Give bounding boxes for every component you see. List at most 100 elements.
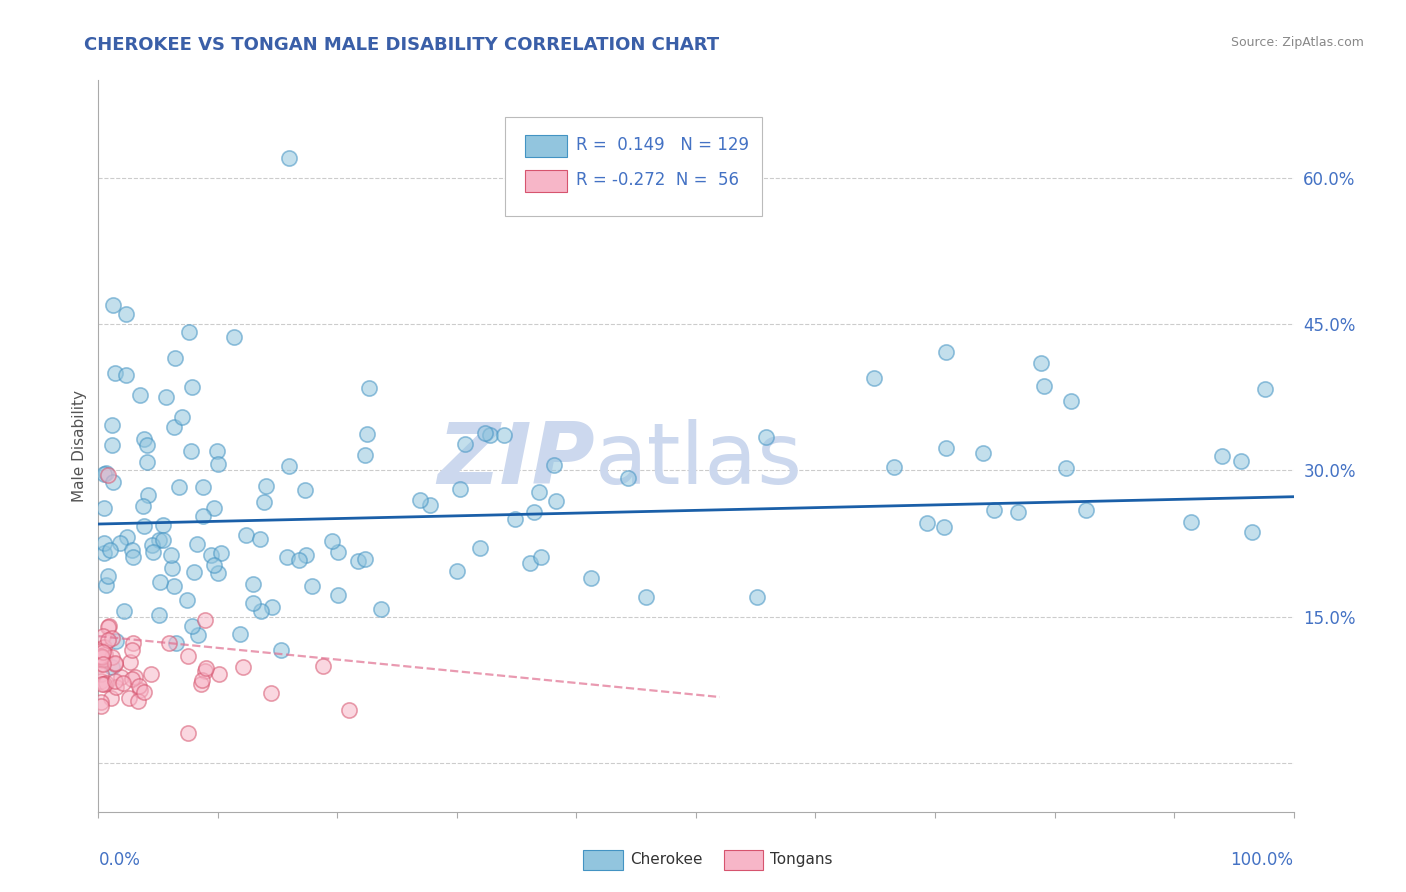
Point [170, 410, 193, 425]
Point [370, 601, 392, 615]
Point [90, 673, 112, 688]
Point [104, 366, 127, 380]
Point [983, 502, 1005, 516]
Point [207, 443, 229, 458]
Point [180, 380, 202, 394]
Text: CHEROKEE VS TONGAN MALE DISABILITY CORRELATION CHART: CHEROKEE VS TONGAN MALE DISABILITY CORRE… [84, 36, 720, 54]
Point [636, 591, 658, 605]
Point [148, 533, 170, 547]
Point [1054, 461, 1077, 475]
Point [249, 532, 271, 546]
Point [169, 480, 191, 494]
Point [519, 557, 541, 571]
Point [91, 657, 114, 671]
Point [530, 549, 553, 564]
Point [194, 614, 217, 628]
Point [93, 652, 115, 666]
Point [177, 325, 200, 339]
Point [863, 370, 886, 384]
Point [101, 417, 124, 432]
Point [270, 643, 292, 657]
Point [93, 467, 115, 481]
Point [97, 619, 120, 633]
Point [131, 499, 153, 513]
Point [254, 478, 277, 492]
Point [193, 508, 215, 523]
Point [200, 548, 222, 562]
Point [1180, 516, 1202, 530]
Point [295, 548, 318, 562]
Point [163, 420, 186, 434]
Text: Tongans: Tongans [770, 853, 832, 867]
Point [419, 498, 441, 512]
Point [136, 487, 159, 501]
Point [118, 690, 141, 705]
Point [446, 565, 468, 579]
Point [90, 649, 112, 664]
Point [278, 459, 301, 474]
Point [1029, 356, 1052, 370]
Point [91, 629, 114, 643]
Point [934, 519, 956, 533]
Point [134, 685, 156, 699]
Point [163, 579, 186, 593]
Point [121, 642, 143, 657]
Point [94, 675, 117, 690]
Point [260, 600, 283, 615]
Point [449, 482, 471, 496]
Point [136, 455, 159, 469]
Point [972, 446, 994, 460]
Point [181, 619, 204, 633]
Point [883, 460, 905, 475]
Point [93, 676, 115, 690]
Text: Source: ZipAtlas.com: Source: ZipAtlas.com [1230, 36, 1364, 49]
Point [105, 633, 128, 648]
Text: 100.0%: 100.0% [1230, 851, 1294, 869]
Y-axis label: Male Disability: Male Disability [72, 390, 87, 502]
Point [242, 577, 264, 591]
Point [186, 628, 208, 642]
Point [543, 458, 565, 472]
Point [326, 588, 349, 602]
Point [409, 493, 432, 508]
Point [208, 667, 231, 681]
Point [356, 427, 378, 442]
Point [148, 575, 170, 590]
Point [1253, 382, 1275, 396]
Point [90, 699, 112, 714]
Point [112, 675, 135, 690]
Point [96, 466, 118, 480]
Point [93, 501, 115, 516]
Point [222, 330, 245, 344]
Point [97, 569, 120, 583]
Point [468, 541, 491, 555]
Point [129, 388, 152, 402]
Point [229, 627, 252, 641]
Point [129, 683, 152, 698]
Point [935, 345, 957, 359]
Point [104, 673, 127, 688]
Text: atlas: atlas [595, 419, 803, 502]
Point [177, 726, 200, 740]
Point [121, 543, 143, 558]
Point [747, 590, 769, 604]
Point [98, 543, 121, 558]
Text: ZIP: ZIP [437, 419, 595, 502]
Point [180, 444, 202, 458]
Point [544, 494, 567, 508]
Point [90, 695, 112, 709]
Point [155, 390, 177, 404]
Point [527, 485, 550, 500]
Point [91, 649, 114, 664]
Point [276, 550, 298, 565]
Point [121, 672, 143, 686]
Point [579, 571, 602, 585]
Point [104, 657, 127, 672]
Point [176, 593, 198, 607]
Point [478, 427, 501, 442]
Point [523, 504, 546, 518]
Point [186, 537, 208, 551]
Point [177, 649, 200, 664]
Point [755, 430, 778, 444]
Point [326, 545, 349, 559]
